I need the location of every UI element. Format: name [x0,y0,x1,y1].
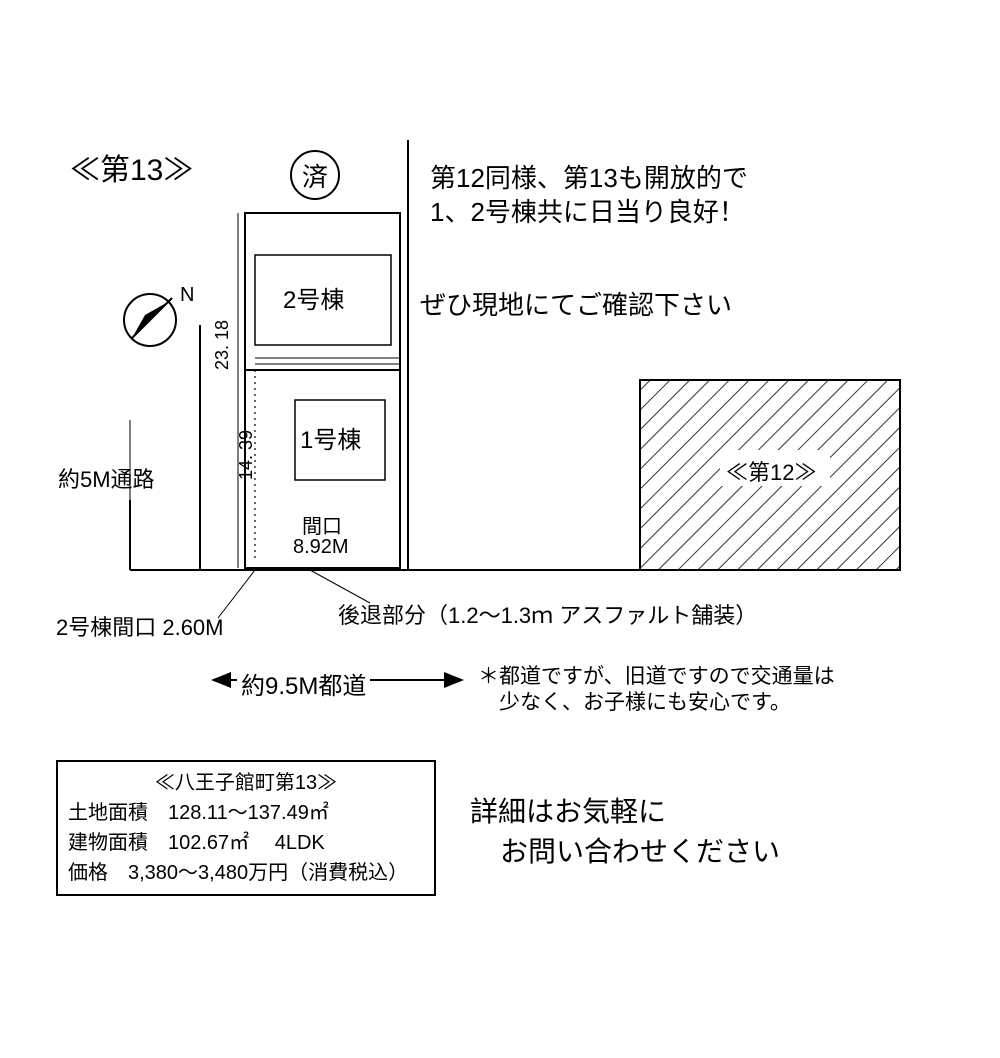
building1-label: 1号棟 [300,420,361,455]
frontage-value: 8.92M [293,536,349,559]
title-section13: ≪第13≫ [70,145,193,189]
property-info-box: ≪八王子館町第13≫ 土地面積 128.11～137.49㎡ 建物面積 102.… [56,760,436,896]
setback-note: 後退部分（1.2～1.3ｍ アスファルト舗装） [338,598,757,630]
info-land-area: 土地面積 128.11～137.49㎡ [68,798,424,828]
road-label: 約9.5M都道 [237,666,370,701]
info-heading: ≪八王子館町第13≫ [68,768,424,798]
sumi-mark: 済 [290,150,340,200]
promo-line2: 1、2号棟共に日当り良好！ [430,192,745,229]
b2-frontage-label: 2号棟間口 2.60M [56,610,224,642]
zone12-label: ≪第12≫ [726,455,816,487]
info-bldg-area: 建物面積 102.67㎡ 4LDK [68,828,424,858]
contact-line2: お問い合わせください [500,830,780,870]
path-5m-label: 約5M通路 [58,462,155,494]
compass-n: N [180,284,194,307]
promo-line3: ぜひ現地にてご確認下さい [420,285,732,322]
leader-b2-frontage [218,570,255,618]
dim-23-18: 23. 18 [212,320,233,370]
promo-line1: 第12同様、第13も開放的で [430,158,748,195]
dim-14-39: 14. 39 [236,430,257,480]
compass-graphic [124,294,176,346]
road-note2: 少なく、お子様にも安心です。 [478,686,791,716]
info-price: 価格 3,380～3,480万円（消費税込） [68,858,424,888]
contact-line1: 詳細はお気軽に [470,790,666,830]
site-plan-canvas: ≪第13≫ 済 2号棟 1号棟 N 23. 18 14. 39 間口 8.92M… [0,0,1000,1058]
building2-label: 2号棟 [283,280,344,315]
frontage-label: 間口 [302,510,342,539]
